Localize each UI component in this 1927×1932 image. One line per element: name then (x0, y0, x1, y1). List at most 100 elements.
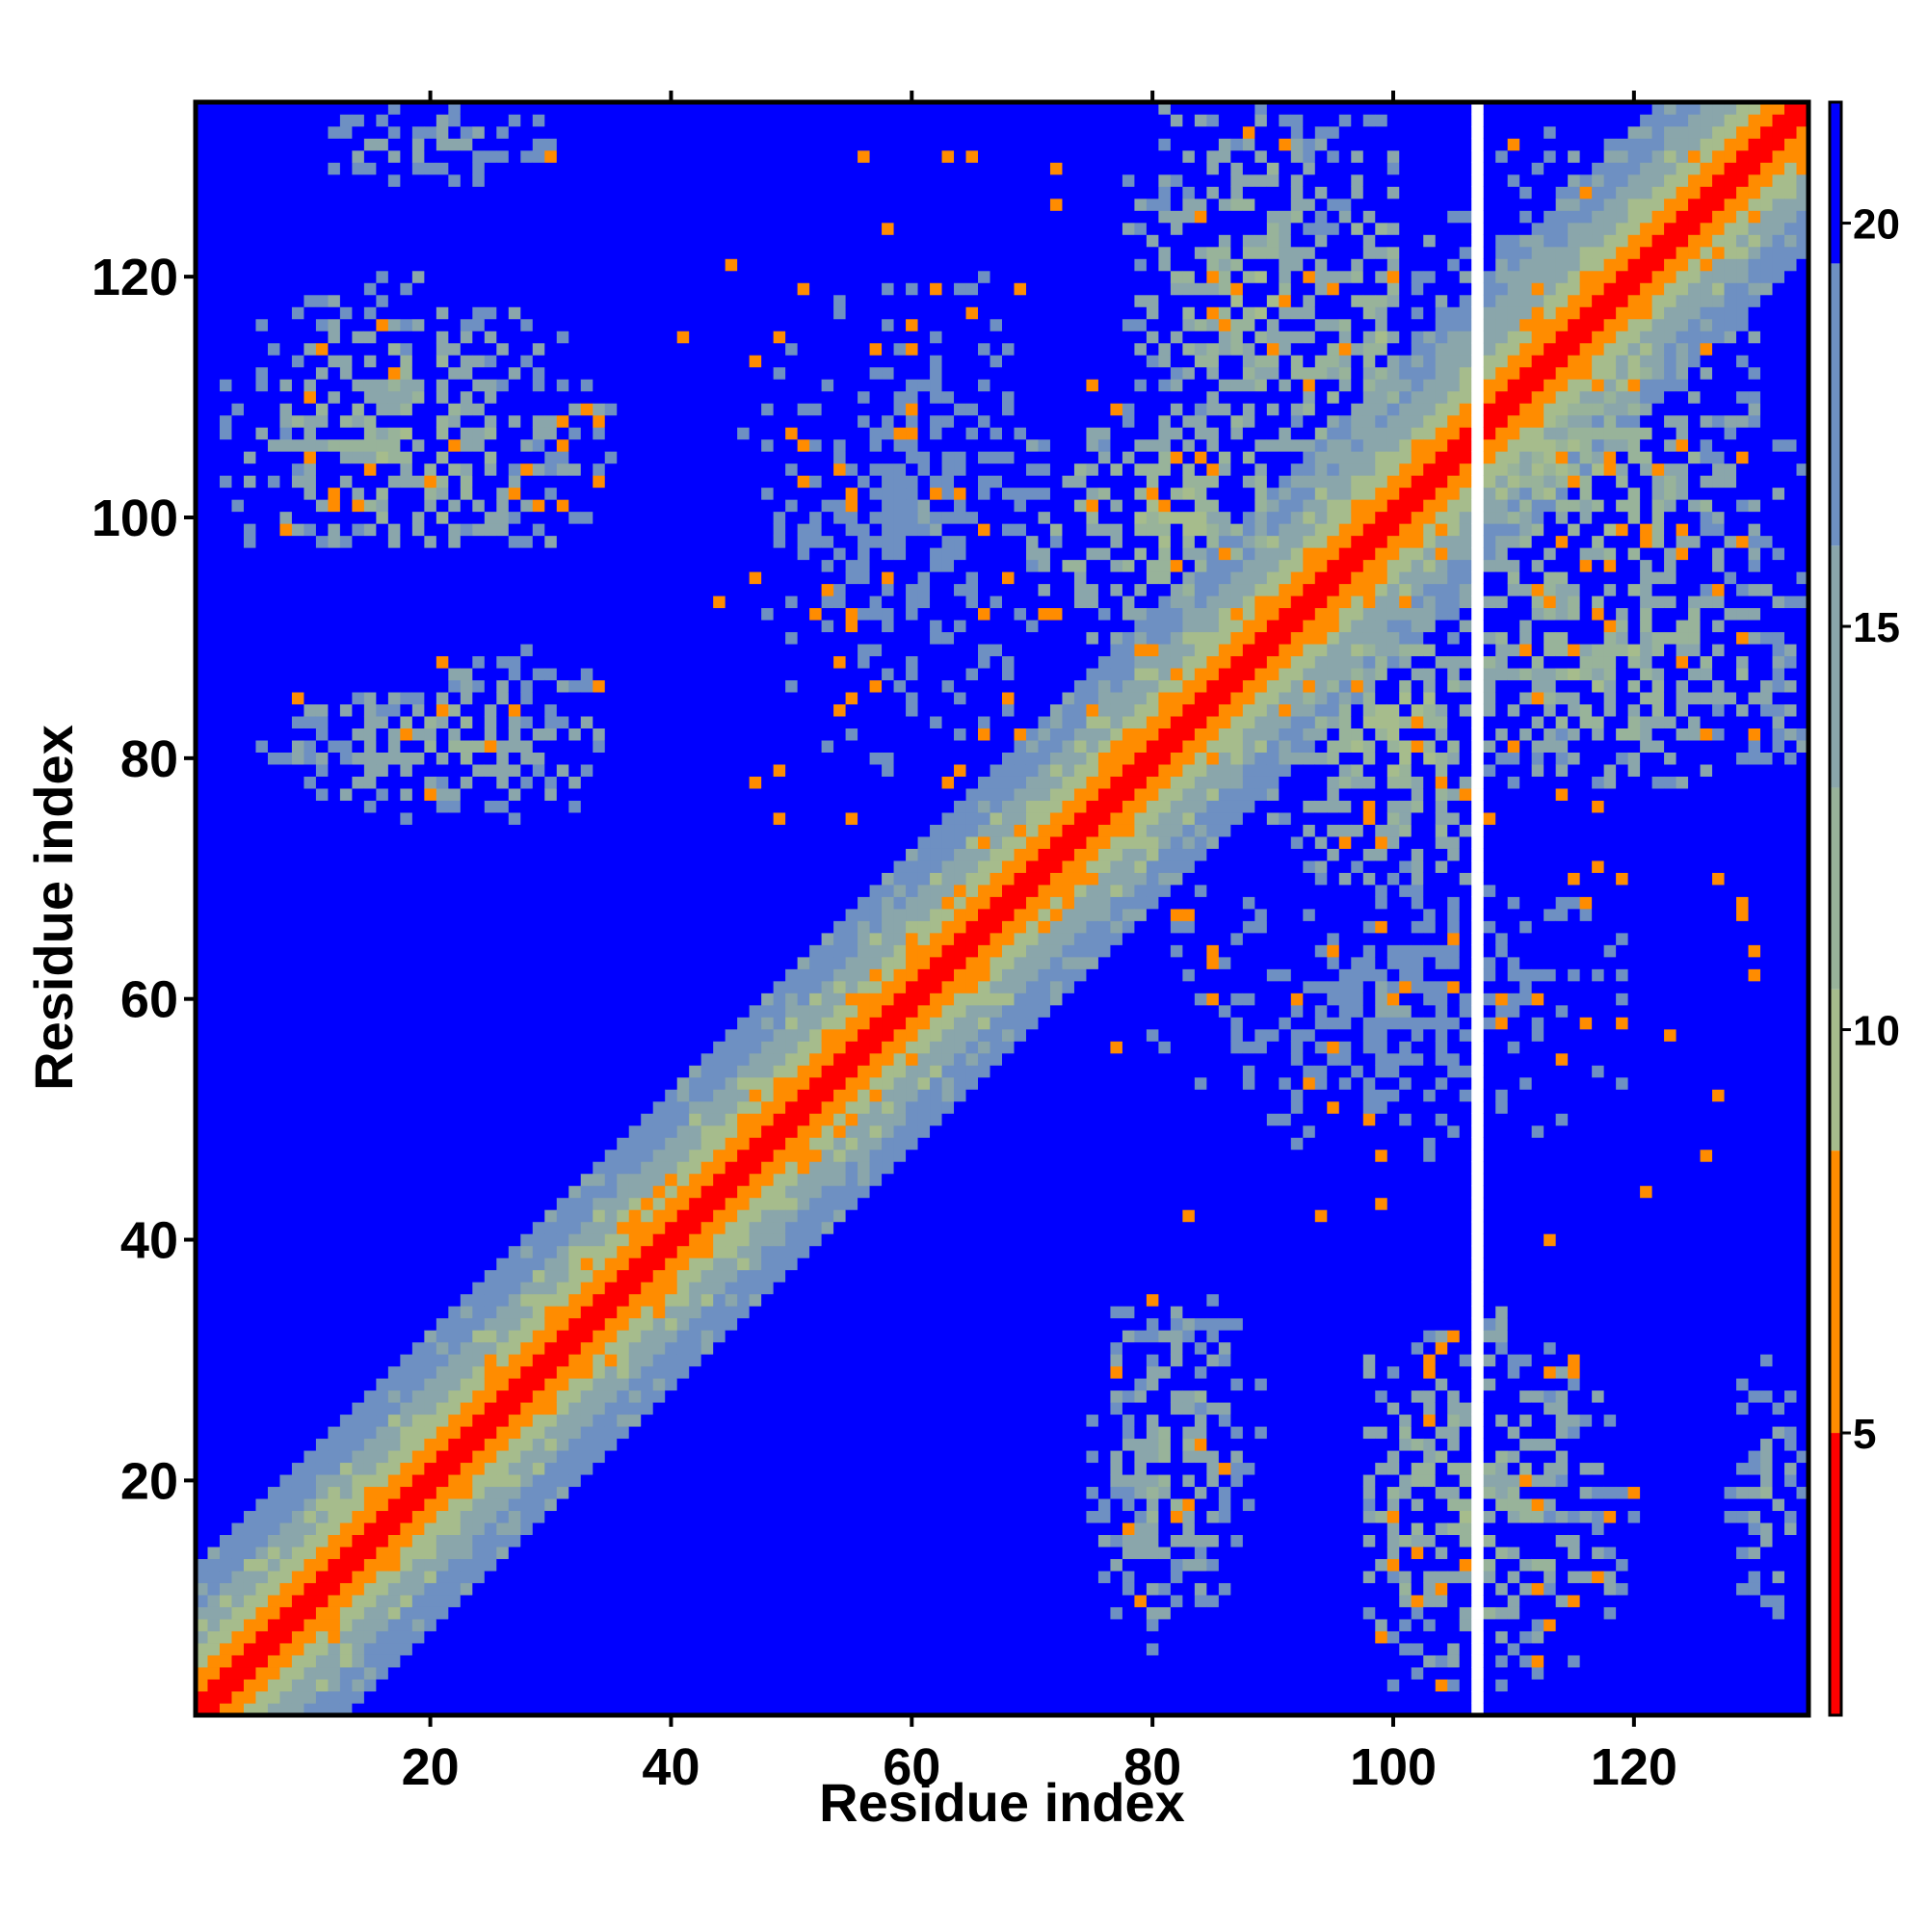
heatmap-cell (279, 1161, 293, 1175)
heatmap-cell (196, 956, 208, 969)
heatmap-cell (267, 885, 280, 897)
heatmap-cell (484, 379, 497, 392)
heatmap-cell (580, 1522, 594, 1536)
heatmap-cell (580, 631, 594, 645)
heatmap-cell (520, 1076, 534, 1090)
heatmap-cell (424, 1522, 437, 1536)
heatmap-cell (484, 1149, 497, 1162)
heatmap-cell (508, 125, 521, 139)
heatmap-cell (593, 535, 606, 548)
heatmap-cell (328, 1293, 341, 1307)
heatmap-cell (508, 1209, 521, 1223)
heatmap-cell (593, 125, 606, 139)
heatmap-cell (196, 1679, 208, 1692)
heatmap-cell (291, 1330, 304, 1343)
heatmap-cell (291, 1426, 304, 1440)
heatmap-cell (617, 1257, 630, 1271)
heatmap-cell (304, 1330, 317, 1343)
heatmap-cell (304, 1173, 317, 1186)
heatmap-cell (593, 1414, 606, 1427)
heatmap-cell (617, 980, 630, 993)
heatmap-cell (231, 800, 245, 813)
heatmap-cell (580, 1402, 594, 1416)
heatmap-cell (472, 1017, 486, 1030)
heatmap-cell (460, 836, 473, 849)
heatmap-cell (255, 222, 269, 235)
heatmap-cell (496, 282, 510, 296)
heatmap-cell (496, 403, 510, 416)
heatmap-cell (255, 703, 269, 717)
heatmap-cell (387, 728, 401, 741)
heatmap-cell (196, 1547, 208, 1559)
heatmap-cell (387, 1679, 401, 1692)
heatmap-cell (496, 1426, 510, 1440)
heatmap-cell (279, 1076, 293, 1090)
heatmap-cell (315, 331, 329, 344)
heatmap-cell (556, 366, 569, 380)
heatmap-cell (411, 1619, 425, 1631)
heatmap-cell (376, 331, 389, 344)
heatmap-cell (315, 909, 329, 921)
heatmap-cell (520, 1365, 534, 1379)
heatmap-cell (291, 1161, 304, 1175)
heatmap-cell (580, 764, 594, 777)
heatmap-cell (617, 1137, 630, 1151)
heatmap-cell (328, 1571, 341, 1583)
heatmap-cell (448, 1257, 462, 1271)
heatmap-cell (352, 1282, 365, 1295)
heatmap-cell (279, 595, 293, 609)
heatmap-cell (196, 1100, 208, 1114)
heatmap-cell (400, 1209, 413, 1223)
heatmap-cell (617, 535, 630, 548)
heatmap-cell (267, 487, 280, 500)
heatmap-cell (387, 499, 401, 513)
heatmap-cell (424, 1643, 437, 1655)
heatmap-cell (207, 1017, 221, 1030)
heatmap-cell (508, 968, 521, 982)
heatmap-cell (424, 1041, 437, 1054)
heatmap-cell (604, 872, 618, 886)
heatmap-cell (267, 1498, 280, 1512)
heatmap-cell (400, 836, 413, 849)
heatmap-cell (363, 1341, 377, 1355)
heatmap-cell (628, 403, 642, 416)
heatmap-cell (315, 403, 329, 416)
heatmap-cell (556, 186, 569, 199)
heatmap-cell (219, 162, 232, 175)
heatmap-cell (641, 1474, 654, 1488)
heatmap-cell (411, 342, 425, 356)
heatmap-cell (267, 1317, 280, 1331)
heatmap-cell (255, 294, 269, 307)
heatmap-cell (376, 631, 389, 645)
heatmap-cell (484, 812, 497, 825)
heatmap-cell (520, 186, 534, 199)
heatmap-cell (291, 968, 304, 982)
heatmap-cell (411, 463, 425, 476)
heatmap-cell (255, 1679, 269, 1692)
heatmap-cell (376, 306, 389, 320)
heatmap-cell (328, 655, 341, 669)
heatmap-cell (363, 788, 377, 801)
heatmap-cell (315, 872, 329, 886)
heatmap-cell (520, 631, 534, 645)
heatmap-cell (472, 716, 486, 729)
heatmap-cell (267, 655, 280, 669)
heatmap-cell (604, 438, 618, 452)
heatmap-cell (593, 1510, 606, 1523)
heatmap-cell (363, 571, 377, 585)
heatmap-cell (436, 764, 449, 777)
heatmap-cell (593, 1209, 606, 1223)
heatmap-cell (593, 824, 606, 837)
heatmap-cell (568, 836, 582, 849)
heatmap-cell (520, 1558, 534, 1572)
heatmap-cell (580, 547, 594, 561)
heatmap-cell (267, 1257, 280, 1271)
heatmap-cell (231, 1076, 245, 1090)
heatmap-cell (219, 1113, 232, 1126)
heatmap-cell (207, 390, 221, 404)
heatmap-cell (580, 1354, 594, 1367)
heatmap-cell (243, 1317, 256, 1331)
heatmap-cell (532, 752, 545, 765)
heatmap-cell (628, 1257, 642, 1271)
heatmap-cell (593, 932, 606, 945)
